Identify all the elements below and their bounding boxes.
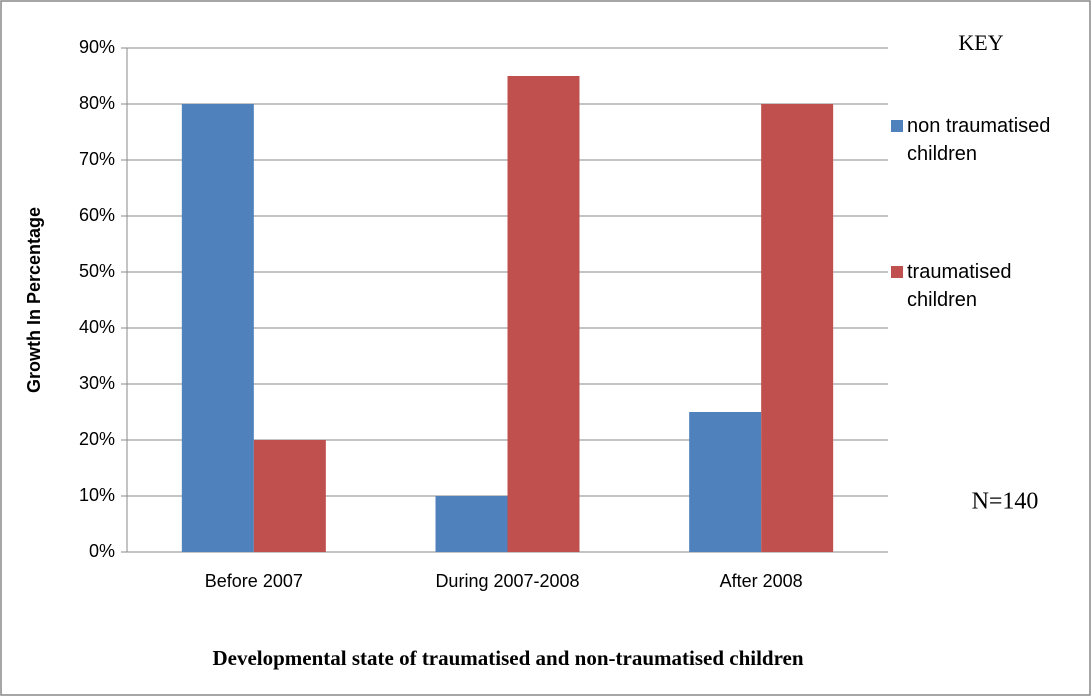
y-tick-label: 40% (79, 317, 115, 337)
legend-title: KEY (958, 30, 1003, 55)
y-tick-label: 70% (79, 149, 115, 169)
bar (689, 412, 762, 552)
bar (253, 440, 326, 552)
y-tick-label: 80% (79, 93, 115, 113)
y-tick-label: 20% (79, 429, 115, 449)
x-tick-label: After 2008 (720, 571, 803, 591)
bar (435, 496, 508, 552)
y-tick-label: 30% (79, 373, 115, 393)
y-tick-label: 60% (79, 205, 115, 225)
legend-label: non traumatised children (907, 115, 1051, 165)
bar (761, 104, 834, 552)
annotation: N=140 (972, 489, 1039, 515)
legend-swatch (891, 120, 903, 132)
legend-label: traumatised children (907, 261, 1012, 311)
x-tick-label: During 2007-2008 (435, 571, 579, 591)
y-tick-label: 10% (79, 485, 115, 505)
legend-swatch (891, 266, 903, 278)
bar (181, 104, 254, 552)
y-tick-label: 90% (79, 37, 115, 57)
x-axis-label: Developmental state of traumatised and n… (212, 646, 803, 670)
y-axis-label: Growth In Percentage (24, 207, 44, 393)
x-tick-label: Before 2007 (205, 571, 303, 591)
bar (507, 76, 580, 552)
y-tick-label: 50% (79, 261, 115, 281)
y-tick-label: 0% (89, 541, 115, 561)
